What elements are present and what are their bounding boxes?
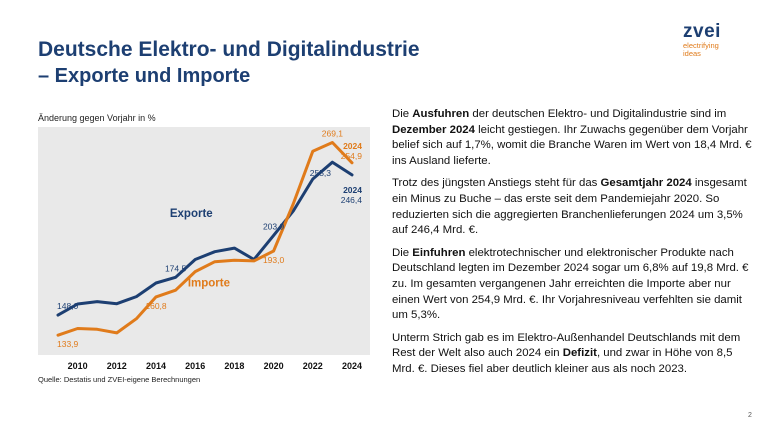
x-tick-label-2022: 2022 <box>303 361 323 371</box>
x-tick-label-2010: 2010 <box>68 361 88 371</box>
series-line-importe <box>56 141 354 337</box>
logo-tagline-2: ideas <box>683 49 701 58</box>
data-label-importe-6: 133,9 <box>57 339 79 349</box>
data-label-exporte-2: 203,9 <box>263 221 285 231</box>
text-run-2: elektrotechnischer und elektronischer Pr… <box>392 246 749 322</box>
text-run-0: Trotz des jüngsten Anstiegs steht für da… <box>392 177 601 190</box>
data-label-exporte-0: 148,0 <box>57 301 79 311</box>
plot-background <box>38 127 370 355</box>
x-tick-label-2012: 2012 <box>107 361 127 371</box>
paragraph-gesamtjahr: Trotz des jüngsten Anstiegs steht für da… <box>392 176 758 238</box>
chart-source: Quelle: Destatis und ZVEI-eigene Berechn… <box>38 375 201 384</box>
data-label-exporte-5: 246,4 <box>341 195 363 205</box>
data-label-importe-10: 2024 <box>343 141 362 151</box>
text-run-0: Die <box>392 246 413 259</box>
data-label-exporte-3: 255,3 <box>310 168 332 178</box>
series-line-exporte <box>56 160 354 317</box>
x-tick-label-2024: 2024 <box>342 361 362 371</box>
x-tick-label-2016: 2016 <box>185 361 205 371</box>
logo-wordmark: zvei <box>683 21 721 42</box>
bold-run-1: Gesamtjahr 2024 <box>600 177 692 190</box>
bold-run-1: Einfuhren <box>412 246 466 259</box>
text-run-4: leicht gestiegen. Ihr Zuwachs gegenüber … <box>392 123 752 167</box>
text-run-2: , und zwar in Höhe von 8,5 Mrd. €. Diese… <box>392 347 733 375</box>
data-label-importe-11: 254,9 <box>341 151 363 161</box>
body-text: Die Ausfuhren der deutschen Elektro- und… <box>392 107 758 385</box>
paragraph-ausfuhren: Die Ausfuhren der deutschen Elektro- und… <box>392 107 758 169</box>
data-label-importe-8: 193,0 <box>263 255 285 265</box>
x-tick-label-2014: 2014 <box>146 361 166 371</box>
series-label-importe: Importe <box>188 278 230 290</box>
line-chart: ExporteImporte148,0174,5203,9255,3202424… <box>38 127 370 371</box>
data-label-exporte-1: 174,5 <box>165 263 187 273</box>
page-number: 2 <box>748 412 752 419</box>
text-run-0: Die <box>392 108 413 120</box>
x-tick-label-2020: 2020 <box>264 361 284 371</box>
text-run-2: der deutschen Elektro- und Digitalindust… <box>469 108 727 120</box>
paragraph-defizit: Unterm Strich gab es im Elektro-Außenhan… <box>392 331 758 378</box>
data-label-exporte-4: 2024 <box>343 185 362 195</box>
page-title: Deutsche Elektro- und Digitalindustrie <box>38 38 420 61</box>
paragraph-einfuhren: Die Einfuhren elektrotechnischer und ele… <box>392 246 758 324</box>
bold-run-1: Ausfuhren <box>412 108 470 120</box>
bold-run-1: Defizit <box>562 347 597 360</box>
text-run-2: insgesamt ein Minus zu Buche – das erste… <box>392 177 747 237</box>
page-subtitle: – Exporte und Importe <box>38 65 251 87</box>
bold-run-3: Dezember 2024 <box>392 123 475 136</box>
data-label-importe-9: 269,1 <box>322 129 344 139</box>
x-tick-label-2018: 2018 <box>224 361 244 371</box>
chart-axis-caption: Änderung gegen Vorjahr in % <box>38 113 156 123</box>
zvei-logo: zvei electrifying ideas <box>683 22 721 58</box>
text-run-0: Unterm Strich gab es im Elektro-Außenhan… <box>392 331 741 360</box>
data-label-importe-7: 160,8 <box>145 301 167 311</box>
series-label-exporte: Exporte <box>170 208 213 220</box>
logo-tagline-1: electrifying <box>683 41 719 50</box>
